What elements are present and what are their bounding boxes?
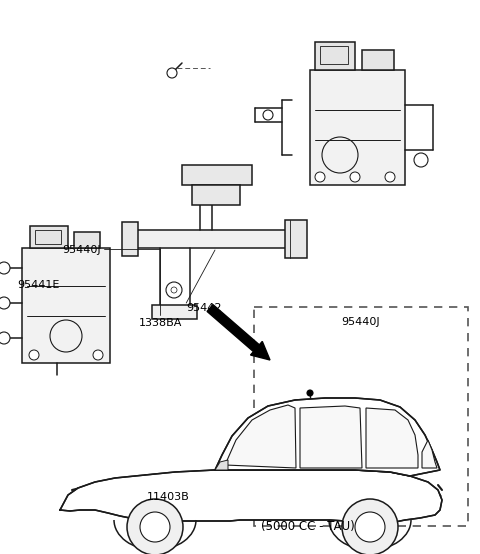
Text: 95440J: 95440J <box>62 245 101 255</box>
Polygon shape <box>422 440 437 468</box>
Polygon shape <box>300 406 362 468</box>
Circle shape <box>355 512 385 542</box>
Circle shape <box>0 297 10 309</box>
Bar <box>35 230 61 244</box>
Bar <box>74 232 100 248</box>
Bar <box>254 307 468 526</box>
Text: 95442: 95442 <box>186 303 222 313</box>
Polygon shape <box>215 460 228 470</box>
Polygon shape <box>60 470 442 523</box>
Bar <box>152 305 197 319</box>
Bar <box>182 165 252 185</box>
Bar <box>122 222 138 256</box>
Polygon shape <box>215 398 440 476</box>
Circle shape <box>414 153 428 167</box>
Circle shape <box>167 68 177 78</box>
Bar <box>362 50 394 70</box>
Circle shape <box>385 172 395 182</box>
Circle shape <box>342 499 398 554</box>
Circle shape <box>127 499 183 554</box>
Text: 95441E: 95441E <box>17 280 59 290</box>
Text: 95440J: 95440J <box>341 317 379 327</box>
Circle shape <box>140 512 170 542</box>
Text: (5000 CC - TAU): (5000 CC - TAU) <box>261 520 354 532</box>
Polygon shape <box>225 405 296 468</box>
Bar <box>315 42 355 70</box>
Circle shape <box>263 110 273 120</box>
Bar <box>310 70 405 185</box>
Circle shape <box>315 172 325 182</box>
Polygon shape <box>366 408 418 468</box>
Circle shape <box>166 282 182 298</box>
Circle shape <box>171 287 177 293</box>
Circle shape <box>29 350 39 360</box>
Bar <box>30 226 68 248</box>
Circle shape <box>0 332 10 344</box>
Bar <box>130 230 290 248</box>
Bar <box>192 185 240 205</box>
Circle shape <box>350 172 360 182</box>
Circle shape <box>307 390 313 396</box>
Text: 1338BA: 1338BA <box>139 318 182 328</box>
Bar <box>22 248 110 363</box>
Circle shape <box>0 262 10 274</box>
Bar <box>285 220 307 258</box>
Bar <box>320 46 348 64</box>
FancyArrow shape <box>207 305 270 360</box>
Text: 11403B: 11403B <box>146 492 189 502</box>
Circle shape <box>93 350 103 360</box>
